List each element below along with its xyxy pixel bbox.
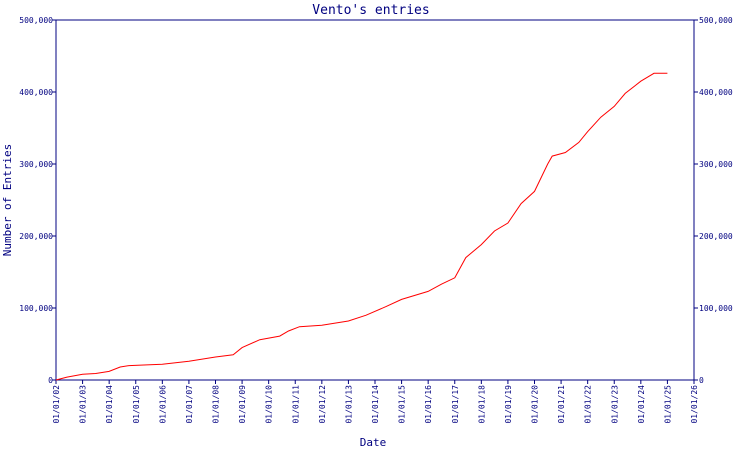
x-tick-label: 01/01/14 [371,385,380,424]
x-tick-label: 01/01/22 [584,385,593,424]
y-tick-label-left: 500,000 [19,16,53,25]
x-tick-label: 01/01/23 [610,385,619,424]
y-tick-label-right: 500,000 [699,16,733,25]
x-tick-label: 01/01/26 [690,385,699,424]
x-tick-label: 01/01/16 [424,385,433,424]
x-tick-label: 01/01/19 [504,385,513,424]
x-tick-label: 01/01/24 [637,385,646,424]
y-tick-label-right: 400,000 [699,88,733,97]
x-tick-label: 01/01/07 [185,385,194,424]
x-tick-label: 01/01/18 [477,385,486,424]
x-axis-label: Date [360,436,387,449]
x-tick-label: 01/01/11 [291,385,300,424]
series-line-entries [55,72,668,381]
x-tick-label: 01/01/12 [318,385,327,424]
x-tick-label: 01/01/10 [265,385,274,424]
x-axis: 01/01/02 01/01/03 01/01/04 01/01/05 01/01/06… [52,380,699,424]
x-tick-label: 01/01/03 [79,385,88,424]
y-tick-label-right: 200,000 [699,232,733,241]
y-axis-left: 0 100,000 200,000 300,000 400,000 500,000 [19,16,56,385]
y-tick-label-left: 100,000 [19,304,53,313]
y-tick-label-left: 300,000 [19,160,53,169]
y-tick-label-right: 0 [699,376,704,385]
y-axis-right: 0 100,000 200,000 300,000 400,000 500,000 [694,16,733,385]
x-tick-label: 01/01/25 [663,385,672,424]
x-tick-label: 01/01/09 [238,385,247,424]
chart-title: Vento's entries [312,3,429,18]
x-tick-label: 01/01/05 [132,385,141,424]
x-tick-label: 01/01/15 [398,385,407,424]
plot-frame [55,19,695,381]
x-tick-label: 01/01/21 [557,385,566,424]
y-tick-label-left: 0 [48,376,53,385]
x-tick-label: 01/01/17 [451,385,460,424]
y-tick-label-left: 400,000 [19,88,53,97]
x-tick-label: 01/01/20 [531,385,540,424]
x-tick-label: 01/01/13 [344,385,353,424]
x-tick-label: 01/01/08 [212,385,221,424]
x-tick-label: 01/01/02 [52,385,61,424]
y-axis-label: Number of Entries [1,144,14,257]
x-tick-label: 01/01/04 [105,385,114,424]
y-tick-label-right: 300,000 [699,160,733,169]
y-tick-label-right: 100,000 [699,304,733,313]
y-tick-label-left: 200,000 [19,232,53,241]
x-tick-label: 01/01/06 [158,385,167,424]
